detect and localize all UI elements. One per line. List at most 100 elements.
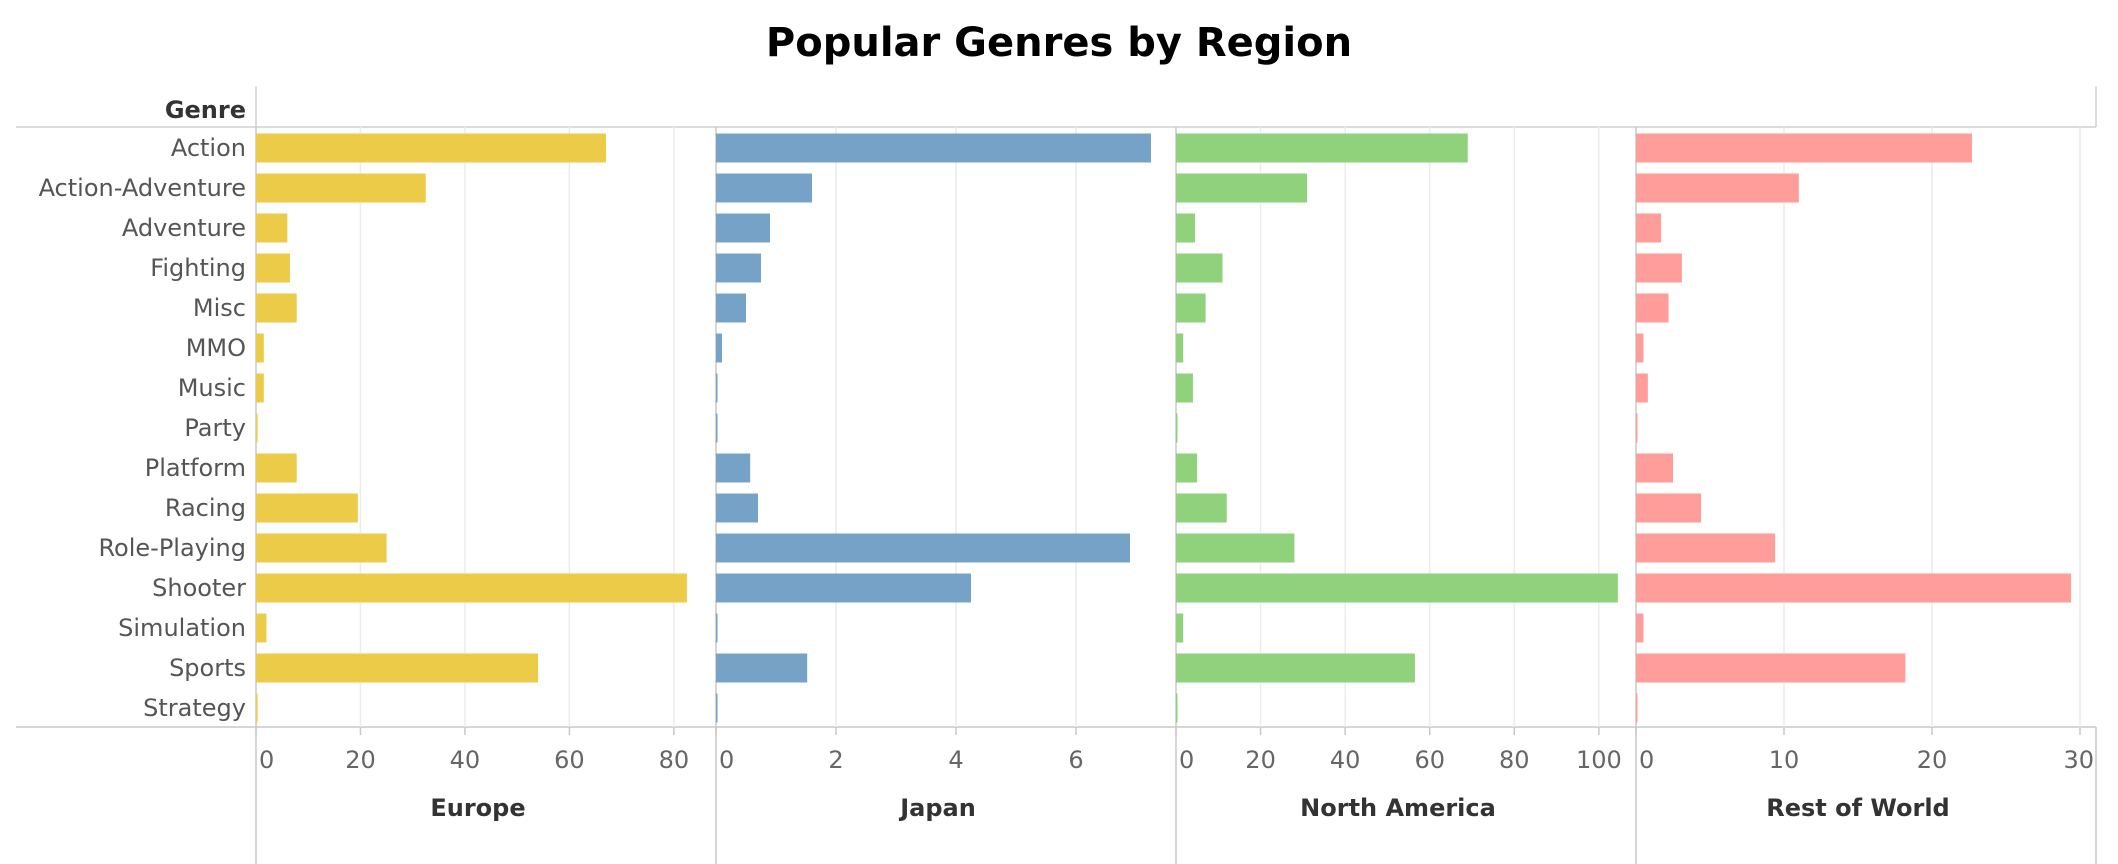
- tick-label-north-america-60: 60: [1414, 746, 1445, 774]
- bar-rest-of-world-party: [1636, 413, 1638, 443]
- bar-rest-of-world-shooter: [1636, 573, 2072, 603]
- bar-north-america-role-playing: [1176, 533, 1295, 563]
- bar-rest-of-world-racing: [1636, 493, 1702, 523]
- tick-label-north-america-40: 40: [1330, 746, 1361, 774]
- bar-rest-of-world-adventure: [1636, 213, 1662, 243]
- tick-label-north-america-0: 0: [1179, 746, 1194, 774]
- bar-europe-adventure: [256, 213, 288, 243]
- tick-label-europe-40: 40: [450, 746, 481, 774]
- bar-north-america-shooter: [1176, 573, 1618, 603]
- bar-rest-of-world-misc: [1636, 293, 1669, 323]
- bar-rest-of-world-fighting: [1636, 253, 1682, 283]
- bar-north-america-racing: [1176, 493, 1227, 523]
- tick-label-japan-4: 4: [948, 746, 963, 774]
- tick-label-japan-2: 2: [828, 746, 843, 774]
- bar-rest-of-world-simulation: [1636, 613, 1644, 643]
- bar-japan-party: [716, 413, 718, 443]
- chart-frame: [16, 86, 2097, 864]
- bar-japan-action-adventure: [716, 173, 812, 203]
- bar-japan-adventure: [716, 213, 770, 243]
- row-header: Genre: [165, 96, 246, 124]
- tick-label-japan-6: 6: [1068, 746, 1083, 774]
- panel-label-rest-of-world: Rest of World: [1766, 794, 1950, 822]
- bar-europe-party: [256, 413, 258, 443]
- bar-europe-racing: [256, 493, 358, 523]
- bar-japan-simulation: [716, 613, 718, 643]
- bar-north-america-adventure: [1176, 213, 1196, 243]
- bar-north-america-simulation: [1176, 613, 1184, 643]
- category-label-adventure: Adventure: [122, 214, 246, 242]
- bar-europe-misc: [256, 293, 297, 323]
- chart-title: Popular Genres by Region: [766, 20, 1352, 66]
- bar-europe-action: [256, 133, 606, 163]
- bar-europe-mmo: [256, 333, 264, 363]
- category-label-role-playing: Role-Playing: [98, 534, 246, 562]
- tick-label-rest-of-world-30: 30: [2063, 746, 2094, 774]
- tick-label-europe-20: 20: [345, 746, 376, 774]
- bar-japan-racing: [716, 493, 758, 523]
- bar-japan-misc: [716, 293, 746, 323]
- tick-label-europe-80: 80: [659, 746, 690, 774]
- panel-north-america: 0 20 40 60 80 100 North America: [1175, 127, 1622, 864]
- tick-label-north-america-20: 20: [1245, 746, 1276, 774]
- category-label-simulation: Simulation: [118, 614, 246, 642]
- bar-japan-mmo: [716, 333, 722, 363]
- bar-rest-of-world-action: [1636, 133, 1972, 163]
- bar-rest-of-world-mmo: [1636, 333, 1644, 363]
- bar-rest-of-world-action-adventure: [1636, 173, 1799, 203]
- bar-europe-simulation: [256, 613, 267, 643]
- bar-rest-of-world-strategy: [1636, 693, 1638, 723]
- bar-japan-action: [716, 133, 1151, 163]
- bar-europe-music: [256, 373, 264, 403]
- bar-europe-action-adventure: [256, 173, 426, 203]
- panel-europe: 0 20 40 60 80 Europe: [255, 127, 690, 864]
- tick-label-rest-of-world-0: 0: [1639, 746, 1654, 774]
- panel-label-japan: Japan: [898, 794, 976, 822]
- tick-label-europe-60: 60: [554, 746, 585, 774]
- tick-label-rest-of-world-10: 10: [1769, 746, 1800, 774]
- bar-rest-of-world-music: [1636, 373, 1648, 403]
- category-label-racing: Racing: [165, 494, 246, 522]
- bar-north-america-music: [1176, 373, 1193, 403]
- category-label-shooter: Shooter: [152, 574, 246, 602]
- category-label-platform: Platform: [145, 454, 246, 482]
- bar-japan-platform: [716, 453, 751, 483]
- bar-japan-shooter: [716, 573, 971, 603]
- panel-label-north-america: North America: [1300, 794, 1496, 822]
- bar-rest-of-world-role-playing: [1636, 533, 1776, 563]
- tick-label-north-america-80: 80: [1499, 746, 1530, 774]
- bar-japan-role-playing: [716, 533, 1130, 563]
- bar-rest-of-world-sports: [1636, 653, 1906, 683]
- bar-north-america-strategy: [1176, 693, 1178, 723]
- bar-north-america-sports: [1176, 653, 1415, 683]
- bar-japan-music: [716, 373, 718, 403]
- tick-label-rest-of-world-20: 20: [1917, 746, 1948, 774]
- category-label-mmo: MMO: [186, 334, 246, 362]
- bar-north-america-fighting: [1176, 253, 1223, 283]
- panel-japan: 0 2 4 6 Japan: [715, 127, 1151, 864]
- bar-europe-strategy: [256, 693, 258, 723]
- bar-north-america-action-adventure: [1176, 173, 1308, 203]
- bar-europe-platform: [256, 453, 297, 483]
- category-label-action: Action: [171, 134, 246, 162]
- category-label-party: Party: [184, 414, 246, 442]
- bar-europe-role-playing: [256, 533, 387, 563]
- bar-rest-of-world-platform: [1636, 453, 1673, 483]
- category-label-sports: Sports: [169, 654, 246, 682]
- category-labels: Action Action-Adventure Adventure Fighting M…: [39, 134, 247, 722]
- panel-label-europe: Europe: [430, 794, 525, 822]
- bar-europe-fighting: [256, 253, 290, 283]
- tick-label-north-america-100: 100: [1576, 746, 1622, 774]
- bar-north-america-platform: [1176, 453, 1198, 483]
- bar-north-america-mmo: [1176, 333, 1184, 363]
- bar-japan-fighting: [716, 253, 761, 283]
- category-label-action-adventure: Action-Adventure: [39, 174, 246, 202]
- bar-japan-strategy: [716, 693, 718, 723]
- category-label-fighting: Fighting: [150, 254, 246, 282]
- tick-label-europe-0: 0: [259, 746, 274, 774]
- bar-north-america-party: [1176, 413, 1178, 443]
- tick-label-japan-0: 0: [719, 746, 734, 774]
- bar-europe-sports: [256, 653, 539, 683]
